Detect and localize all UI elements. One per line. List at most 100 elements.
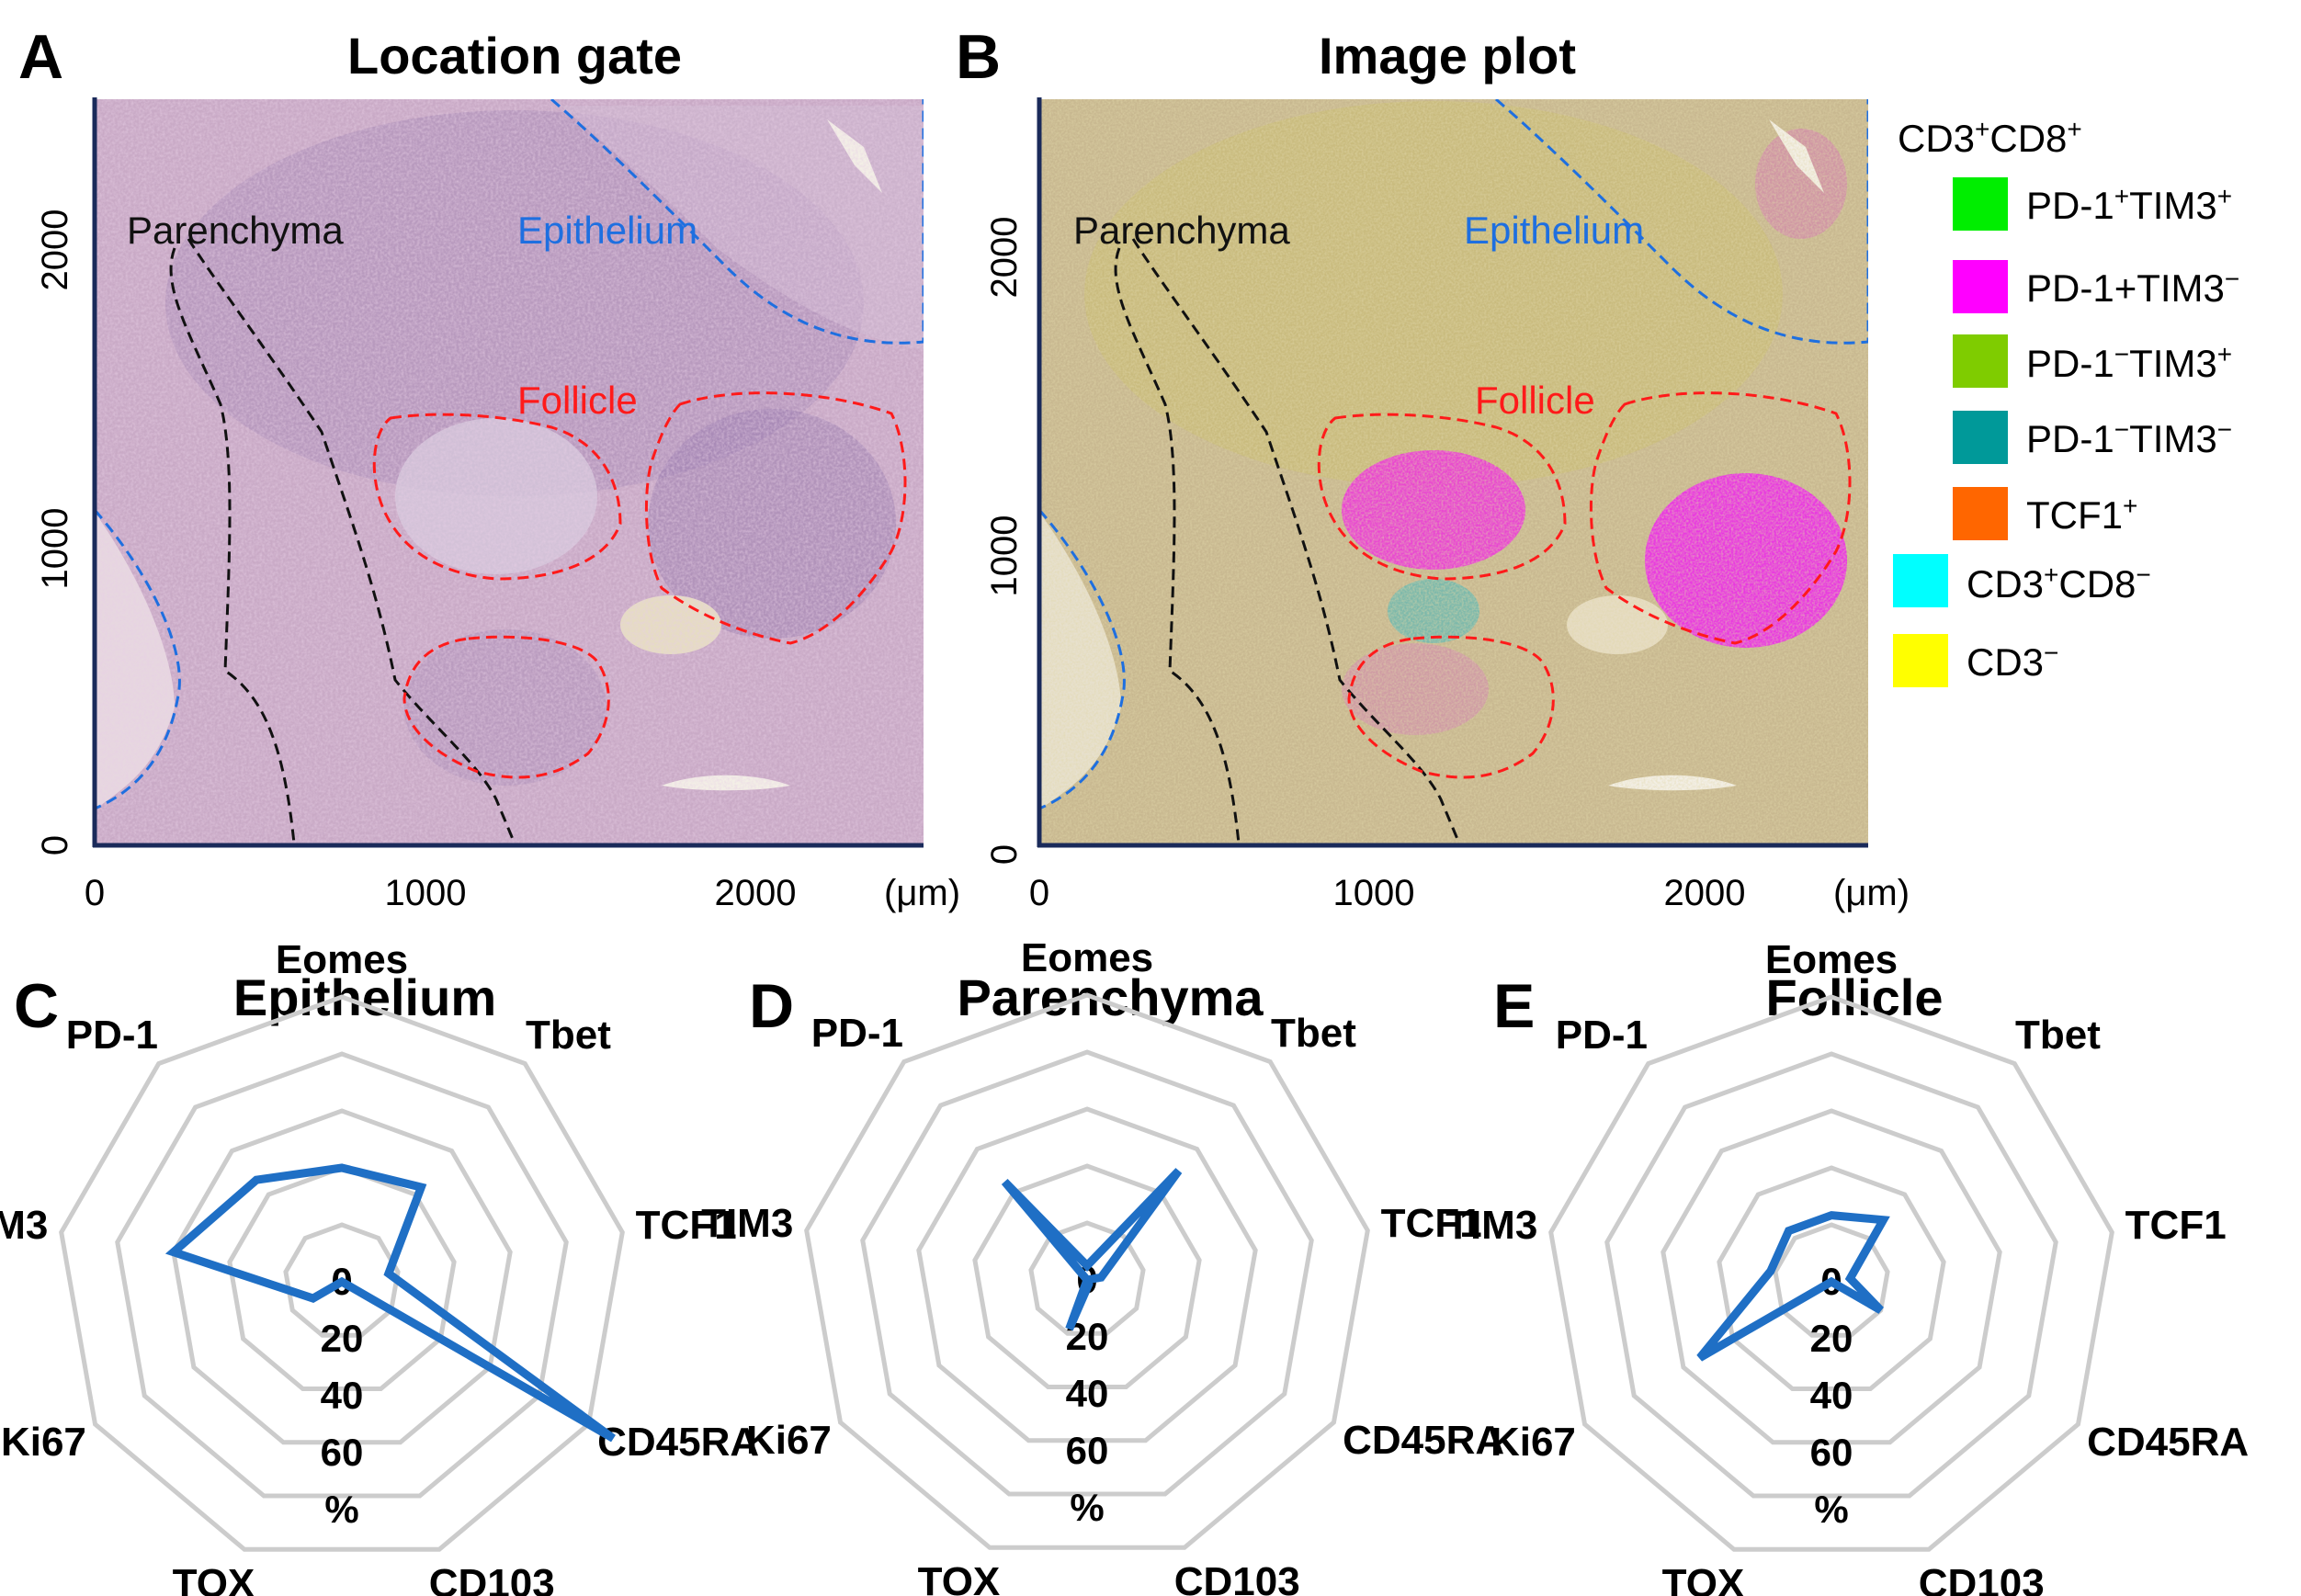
legend: CD3+CD8+ PD-1+TIM3+ PD-1+TIM3− PD-1−TIM3… [1893,115,2239,687]
radar-tick-20: 20 [321,1317,364,1360]
panel-b-image [1039,99,1868,845]
panel-b-xtick-0: 0 [1029,873,1049,913]
radar-axis-label-tim3: TIM3 [0,1203,48,1248]
legend-label-pd1pos-tim3pos: PD-1+TIM3+ [2026,182,2232,227]
radar-axis-label-tcf1: TCF1 [2125,1203,2227,1248]
legend-label-tcf1pos: TCF1+ [2026,492,2137,537]
radar-axis-label-tim3: TIM3 [701,1201,793,1246]
radar-grid-ring [1604,1051,2058,1499]
radar-axis-label-eomes: Eomes [1021,935,1153,980]
legend-header: CD3+CD8+ [1898,115,2082,160]
radar-grid-ring [171,1108,513,1445]
panel-a-title: Location gate [347,27,682,85]
radar-axis-label-tox: TOX [173,1561,255,1596]
legend-swatch-pd1pos-tim3pos [1953,177,2008,231]
panel-e-letter: E [1493,971,1535,1041]
radar-axis-label-cd45ra: CD45RA [2087,1420,2249,1465]
radar-grid-ring [972,1163,1202,1390]
radar-axis-label-ki67: Ki67 [1491,1420,1576,1465]
radar-grid-ring [1661,1108,2002,1445]
panel-b-xtick-2000: 2000 [1664,873,1746,913]
radar-axis-label-cd103: CD103 [1919,1561,2045,1596]
legend-label-pd1pos-tim3neg: PD-1+TIM3− [2026,265,2239,310]
radar-grid-ring [1773,1222,1890,1338]
panel-a-xtick-1000: 1000 [385,873,467,913]
radar-grid-ring [227,1165,457,1392]
panel-e-title: Follicle [1766,968,1944,1026]
panel-b-xtick-1000: 1000 [1333,873,1415,913]
radar-axis-label-ki67: Ki67 [1,1420,86,1465]
radar-tick-40: 40 [1066,1372,1109,1415]
panel-c-letter: C [14,971,59,1041]
panel-a-letter: A [18,22,63,92]
radar-axis-label-eomes: Eomes [276,937,408,982]
panel-b-ytick-2000: 2000 [984,217,1025,299]
legend-swatch-cd3neg [1893,634,1948,687]
radar-grid-ring [115,1051,569,1499]
legend-swatch-pd1pos-tim3neg [1953,260,2008,313]
radar-grid-ring [1028,1220,1146,1336]
radar-unit-label: % [324,1488,358,1531]
radar-series-line [1696,1211,1890,1362]
panel-c-title: Epithelium [233,968,496,1026]
radar-axis-label-tcf1: TCF1 [636,1203,737,1248]
legend-swatch-cd3pos-cd8neg [1893,554,1948,607]
panel-a-ytick-0: 0 [35,835,75,855]
panel-b-label-parenchyma: Parenchyma [1073,209,1290,252]
radar-axis-label-pd1: PD-1 [1556,1013,1648,1058]
radar-axis-label-cd103: CD103 [429,1561,555,1596]
legend-swatch-tcf1pos [1953,487,2008,540]
radar-axis-label-tcf1: TCF1 [1381,1201,1482,1246]
radar-axis-label-eomes: Eomes [1765,937,1898,982]
radar-axis-label-tbet: Tbet [526,1013,611,1058]
panel-a-ytick-1000: 1000 [35,508,75,590]
radar-tick-60: 60 [1066,1429,1109,1472]
radar-tick-60: 60 [321,1431,364,1474]
radar-axis-label-pd1: PD-1 [811,1011,903,1056]
panel-b-letter: B [956,22,1001,92]
panel-d-title: Parenchyma [957,968,1264,1026]
panel-a-label-follicle: Follicle [517,379,638,422]
panel-a-label-parenchyma: Parenchyma [127,209,344,252]
radar-axis-label-cd45ra: CD45RA [1343,1418,1504,1463]
radar-axis-label-cd103: CD103 [1174,1559,1300,1596]
radar-tick-60: 60 [1810,1431,1853,1474]
legend-label-pd1neg-tim3neg: PD-1−TIM3− [2026,415,2232,460]
radar-grid-ring [283,1222,401,1338]
radar-axis-label-tox: TOX [918,1559,1001,1596]
panel-a-x-unit: (μm) [884,873,960,913]
panel-b-label-follicle: Follicle [1475,379,1595,422]
radar-axis-label-pd1: PD-1 [66,1013,158,1058]
radar-axis-label-tbet: Tbet [2015,1013,2101,1058]
panel-a-image [95,99,924,845]
panel-a-label-epithelium: Epithelium [517,209,697,252]
panel-d-letter: D [749,971,794,1041]
panel-b-x-unit: (μm) [1833,873,1910,913]
radar-axis-label-tox: TOX [1662,1561,1745,1596]
radar-unit-label: % [1814,1488,1848,1531]
radar-grid-ring [1717,1165,1946,1392]
radar-axis-label-tim3: TIM3 [1445,1203,1537,1248]
radar-grid-ring [1548,994,2114,1552]
radar-tick-40: 40 [1810,1374,1853,1417]
radar-tick-20: 20 [1810,1317,1853,1360]
panel-a-xtick-0: 0 [85,873,105,913]
radar-grid-ring [59,994,625,1552]
radar-axis-label-cd45ra: CD45RA [597,1420,759,1465]
panel-b-ytick-1000: 1000 [984,515,1025,597]
radar-grid-ring [804,992,1370,1550]
radar-grid-ring [916,1106,1258,1443]
legend-label-cd3neg: CD3− [1967,639,2058,684]
radar-series-line [1001,1168,1183,1331]
legend-swatch-pd1neg-tim3pos [1953,334,2008,388]
radar-axis-label-tbet: Tbet [1271,1011,1356,1056]
radar-unit-label: % [1070,1486,1104,1529]
panel-a-ytick-2000: 2000 [35,209,75,291]
panel-b-ytick-0: 0 [984,844,1025,865]
radar-grid-ring [860,1049,1314,1497]
panel-a-xtick-2000: 2000 [715,873,797,913]
